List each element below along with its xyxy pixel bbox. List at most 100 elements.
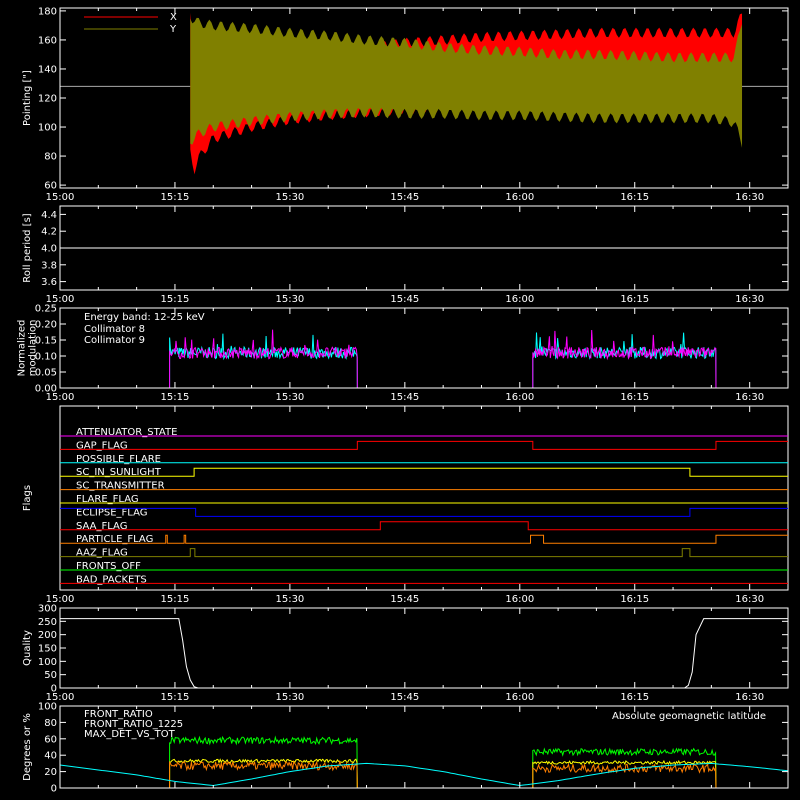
geomagnetic-annotation: Absolute geomagnetic latitude: [612, 711, 766, 722]
x-tick-label: 16:30: [735, 692, 764, 703]
legend-label: FRONT_RATIO: [84, 709, 153, 720]
legend-label: Collimator 8: [84, 324, 145, 335]
x-tick-label: 16:15: [620, 192, 649, 203]
y-axis-label: Pointing ["]: [22, 70, 33, 126]
x-tick-label: 15:15: [161, 192, 190, 203]
y-tick-label: 160: [38, 35, 57, 46]
ratio-series-front_ratio_1225: [60, 735, 788, 789]
y-tick-label: 0: [51, 684, 57, 695]
flag-label-possible_flare: POSSIBLE_FLARE: [76, 454, 161, 465]
panel-2-ylabel: Roll period [s]: [22, 213, 33, 282]
x-tick-label: 16:15: [620, 692, 649, 703]
x-tick-label: 15:30: [275, 192, 304, 203]
ratio-series-max_det_vs_tot: [60, 759, 788, 789]
y-tick-label: 4.4: [41, 210, 57, 221]
panel-4-ylabel: Flags: [22, 485, 33, 511]
y-tick-label: 120: [38, 94, 57, 105]
y-axis-label: modulation: [28, 320, 39, 377]
flag-label-fronts_off: FRONTS_OFF: [76, 561, 141, 572]
y-tick-label: 100: [38, 702, 57, 713]
flag-label-attenuator_state: ATTENUATOR_STATE: [76, 427, 177, 438]
y-tick-label: 200: [38, 630, 57, 641]
panel-6-ylabel: Degrees or %: [22, 713, 33, 781]
y-tick-label: 0.20: [35, 320, 57, 331]
y-tick-label: 100: [38, 123, 57, 134]
y-tick-label: 300: [38, 604, 57, 615]
x-tick-label: 15:45: [390, 294, 419, 305]
y-tick-label: 50: [44, 670, 57, 681]
x-tick-label: 15:00: [46, 692, 75, 703]
panel-3-ylabel: Normalized modulation: [17, 320, 39, 377]
panel-5-frame: [59, 607, 789, 689]
energy-band-annotation: Energy band: 12-25 keV: [84, 312, 205, 323]
x-tick-label: 15:00: [46, 594, 75, 605]
x-tick-label: 16:00: [505, 294, 534, 305]
geomagnetic-latitude-line: [59, 762, 789, 787]
y-tick-label: 140: [38, 64, 57, 75]
y-axis-label: Degrees or %: [22, 713, 33, 781]
panel-1-ylabel: Pointing ["]: [22, 70, 33, 126]
y-tick-label: 0: [51, 784, 57, 795]
x-tick-label: 15:00: [46, 392, 75, 403]
x-tick-label: 15:45: [390, 392, 419, 403]
x-tick-label: 16:30: [735, 594, 764, 605]
flag-label-saa_flag: SAA_FLAG: [76, 521, 127, 532]
legend-label: FRONT_RATIO_1225: [84, 719, 183, 730]
x-tick-label: 16:30: [735, 392, 764, 403]
y-axis-label: Quality: [22, 630, 33, 666]
x-tick-label: 15:30: [275, 294, 304, 305]
y-tick-label: 100: [38, 657, 57, 668]
x-tick-label: 16:15: [620, 594, 649, 605]
x-tick-label: 15:45: [390, 192, 419, 203]
x-tick-label: 15:15: [161, 294, 190, 305]
y-axis-label: Flags: [22, 485, 33, 511]
y-tick-label: 80: [44, 718, 57, 729]
flag-label-aaz_flag: AAZ_FLAG: [76, 548, 128, 559]
y-tick-label: 3.8: [41, 260, 57, 271]
flag-trace-gap_flag: [60, 440, 788, 450]
legend-label: MAX_DET_VS_TOT: [84, 729, 176, 740]
x-tick-label: 16:00: [505, 594, 534, 605]
x-tick-label: 16:15: [620, 294, 649, 305]
y-tick-label: 80: [44, 152, 57, 163]
x-tick-label: 16:00: [505, 192, 534, 203]
flag-trace-eclipse_flag: [60, 507, 788, 517]
y-tick-label: 0.25: [35, 304, 57, 315]
x-tick-label: 16:30: [735, 294, 764, 305]
flag-label-sc_transmitter: SC_TRANSMITTER: [76, 481, 165, 492]
y-tick-label: 0.10: [35, 352, 57, 363]
x-tick-label: 16:00: [505, 692, 534, 703]
y-tick-label: 0.15: [35, 336, 57, 347]
x-tick-label: 15:30: [275, 392, 304, 403]
pointing-y-band: [190, 17, 743, 148]
x-tick-label: 15:15: [161, 692, 190, 703]
x-tick-label: 15:00: [46, 192, 75, 203]
y-tick-label: 60: [44, 181, 57, 192]
modulation-series-9: [60, 329, 788, 389]
flag-trace-aaz_flag: [60, 548, 788, 558]
flag-label-flare_flag: FLARE_FLAG: [76, 494, 139, 505]
y-tick-label: 60: [44, 734, 57, 745]
x-tick-label: 15:45: [390, 594, 419, 605]
flag-label-sc_in_sunlight: SC_IN_SUNLIGHT: [76, 467, 162, 478]
x-tick-label: 15:30: [275, 692, 304, 703]
y-tick-label: 180: [38, 6, 57, 17]
quality-line: [60, 618, 788, 689]
legend-label: X: [170, 12, 177, 23]
y-tick-label: 4.0: [41, 244, 57, 255]
flag-label-bad_packets: BAD_PACKETS: [76, 574, 147, 585]
flag-label-gap_flag: GAP_FLAG: [76, 440, 128, 451]
y-axis-label: Roll period [s]: [22, 213, 33, 282]
flag-trace-saa_flag: [60, 521, 788, 531]
flag-label-particle_flag: PARTICLE_FLAG: [76, 534, 153, 545]
x-tick-label: 16:15: [620, 392, 649, 403]
y-tick-label: 4.2: [41, 227, 57, 238]
panel-6-frame: [59, 705, 789, 789]
y-tick-label: 3.6: [41, 277, 57, 288]
panel-5-ylabel: Quality: [22, 630, 33, 666]
legend-label: Y: [169, 24, 177, 35]
x-tick-label: 15:30: [275, 594, 304, 605]
flag-trace-sc_in_sunlight: [60, 467, 788, 477]
legend-label: Collimator 9: [84, 335, 145, 346]
